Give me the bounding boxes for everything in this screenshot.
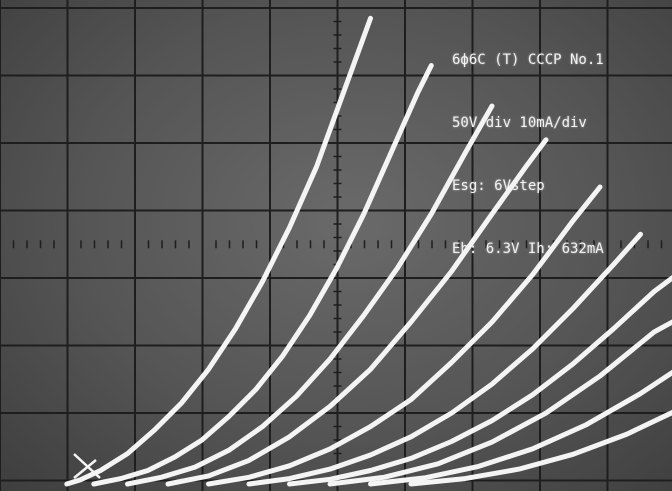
trace-curve-3 — [125, 103, 495, 487]
trace-curve-6 — [246, 231, 643, 487]
origin-spot — [73, 453, 101, 479]
trace-curve-8 — [327, 319, 672, 487]
trace-curve-4 — [165, 137, 549, 487]
trace-curve-10 — [408, 409, 672, 487]
trace-group — [64, 15, 672, 487]
trace-curve-7 — [287, 275, 672, 487]
trace-curve-2 — [91, 63, 434, 487]
readout-tube-id: 6ф6C (T) CCCP No.1 — [452, 52, 604, 68]
readout-screen-grid-step: Esg: 6Vstep — [452, 178, 545, 194]
trace-curve-5 — [206, 184, 603, 487]
settings-readout: 6ф6C (T) CCCP No.1 50V/div 10mA/div Esg:… — [452, 8, 604, 302]
trace-curve-1 — [64, 15, 373, 487]
trace-curve-9 — [368, 369, 672, 487]
readout-scale: 50V/div 10mA/div — [452, 115, 587, 131]
readout-heater: Eh: 6.3V Ih: 632mA — [452, 241, 604, 257]
